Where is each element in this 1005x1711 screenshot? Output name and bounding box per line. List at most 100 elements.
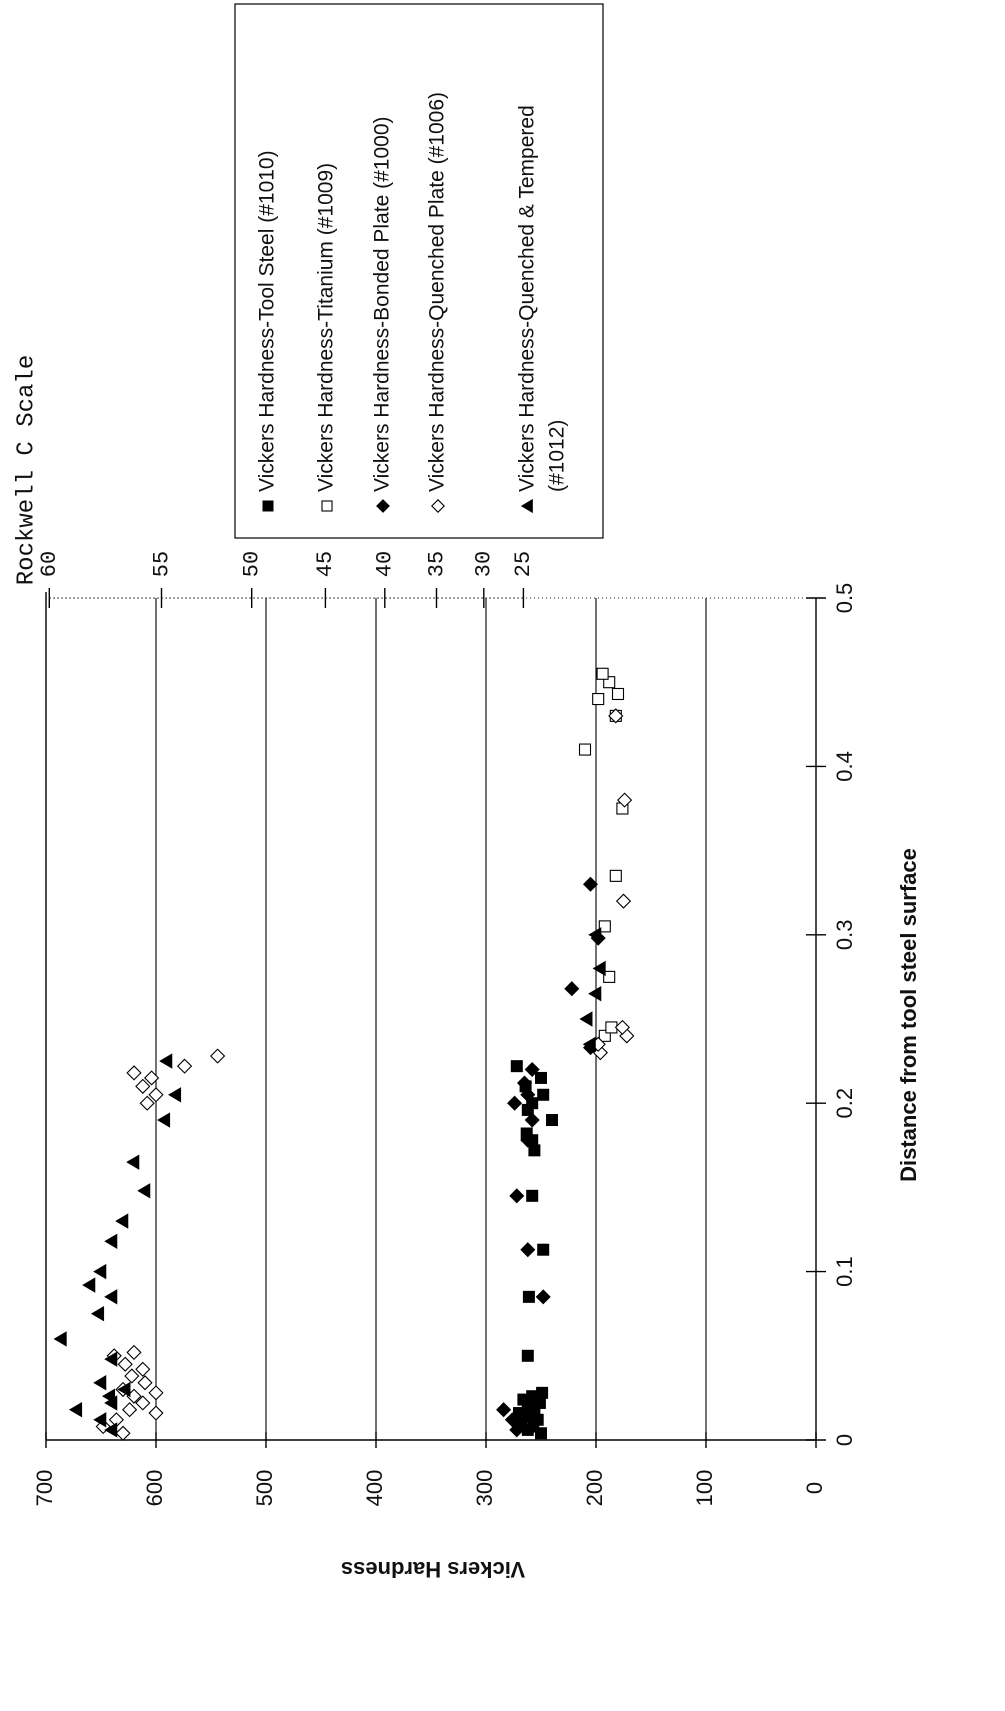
data-point xyxy=(93,1375,107,1391)
legend-entry: Vickers Hardness-Bonded Plate (#1000) xyxy=(371,117,394,513)
y-tick-label: 600 xyxy=(142,1470,167,1507)
data-point xyxy=(531,1413,544,1426)
series-5 xyxy=(53,927,606,1438)
data-point xyxy=(210,1048,226,1064)
data-point xyxy=(144,1070,160,1086)
data-point xyxy=(537,1243,550,1256)
rockwell-tick-label: 60 xyxy=(37,551,62,577)
legend-label: Vickers Hardness-Quenched Plate (#1006) xyxy=(426,92,449,492)
legend-label: Vickers Hardness-Titanium (#1009) xyxy=(315,163,338,492)
data-point xyxy=(520,1242,536,1258)
legend-marker xyxy=(431,499,445,513)
data-point xyxy=(592,692,605,706)
data-point xyxy=(509,1188,525,1204)
data-point xyxy=(537,1088,550,1101)
rockwell-tick-label: 35 xyxy=(424,551,449,577)
legend-label: Vickers Hardness-Quenched & Tempered xyxy=(516,105,539,492)
data-point xyxy=(598,1029,611,1042)
data-point xyxy=(139,1095,155,1111)
data-point xyxy=(510,1060,523,1073)
data-point xyxy=(124,1368,140,1384)
x-axis-title: Distance from tool steel surface xyxy=(896,848,921,1182)
data-point xyxy=(513,1407,525,1420)
data-point xyxy=(535,1427,547,1440)
y-tick-label: 700 xyxy=(32,1470,57,1507)
legend: Vickers Hardness-Tool Steel (#1010) Vicke… xyxy=(234,3,604,539)
data-point xyxy=(536,1386,549,1399)
legend-marker xyxy=(262,500,274,512)
y-tick-label: 0 xyxy=(802,1482,827,1494)
legend-label: (#1012) xyxy=(546,420,569,492)
data-point xyxy=(104,1289,118,1305)
legend-marker xyxy=(321,500,333,512)
data-point xyxy=(608,708,624,724)
data-point xyxy=(82,1277,96,1293)
rockwell-tick-label: 30 xyxy=(472,551,497,577)
rockwell-tick-label: 40 xyxy=(373,551,398,577)
data-point xyxy=(603,970,616,983)
rockwell-tick-label: 45 xyxy=(313,551,338,577)
y-tick-label: 200 xyxy=(582,1470,607,1507)
data-point xyxy=(126,1154,140,1170)
data-point xyxy=(524,1392,540,1408)
legend-entry: Vickers Hardness-Quenched & Tempered (#10… xyxy=(516,105,569,514)
data-point xyxy=(148,1087,164,1103)
data-point xyxy=(115,1425,131,1441)
data-point xyxy=(528,1144,541,1157)
data-point xyxy=(507,1095,523,1111)
data-point xyxy=(526,1189,539,1202)
y-axis-title: Vickers Hardness xyxy=(341,1557,525,1582)
series-3 xyxy=(496,876,606,1438)
data-point xyxy=(101,1388,116,1404)
data-point xyxy=(156,1112,171,1128)
data-point xyxy=(496,1402,512,1418)
y-tick-label: 500 xyxy=(252,1470,277,1507)
data-point xyxy=(524,1061,540,1078)
legend-entry: Vickers Hardness-Quenched Plate (#1006) xyxy=(426,92,449,513)
data-point xyxy=(579,1011,593,1027)
rockwell-tick-label: 50 xyxy=(240,551,265,577)
data-point xyxy=(520,1132,536,1148)
data-point xyxy=(535,1071,547,1084)
data-point xyxy=(611,687,625,701)
data-point xyxy=(117,1381,131,1398)
data-point xyxy=(137,1183,151,1199)
data-point xyxy=(504,1412,520,1428)
data-point xyxy=(93,1412,107,1428)
data-point xyxy=(598,920,611,933)
x-tick-label: 0.1 xyxy=(832,1256,857,1287)
data-point xyxy=(104,1233,118,1249)
data-point xyxy=(159,1053,173,1069)
data-point xyxy=(104,1351,118,1367)
y-tick-label: 100 xyxy=(692,1470,717,1507)
data-point xyxy=(582,1036,596,1052)
data-point xyxy=(614,1019,630,1036)
x-tick-label: 0.3 xyxy=(832,920,857,951)
data-point xyxy=(603,676,616,689)
data-point xyxy=(516,1075,533,1091)
data-point xyxy=(578,743,592,756)
data-point xyxy=(115,1213,129,1229)
data-point xyxy=(522,1290,535,1303)
data-point xyxy=(53,1331,67,1347)
data-point xyxy=(596,667,609,680)
data-points xyxy=(53,667,635,1441)
x-tick-label: 0.2 xyxy=(832,1088,857,1119)
x-tick-label: 0 xyxy=(832,1434,857,1446)
data-point xyxy=(148,1405,164,1421)
legend-entry: Vickers Hardness-Titanium (#1009) xyxy=(315,163,338,512)
x-tick-label: 0.4 xyxy=(832,751,857,782)
rockwell-tick-label: 25 xyxy=(511,551,536,577)
data-point xyxy=(90,1306,105,1322)
y-tick-label: 300 xyxy=(472,1470,497,1507)
x-tick-label: 0.5 xyxy=(832,583,857,614)
legend-marker xyxy=(376,499,390,513)
rockwell-tick-label: 55 xyxy=(149,551,174,577)
data-point xyxy=(546,1114,558,1127)
legend-box xyxy=(234,3,604,539)
axis-titles: Distance from tool steel surface Vickers … xyxy=(341,848,921,1582)
data-point xyxy=(617,792,633,808)
data-point xyxy=(126,1344,142,1361)
data-point xyxy=(582,876,599,892)
